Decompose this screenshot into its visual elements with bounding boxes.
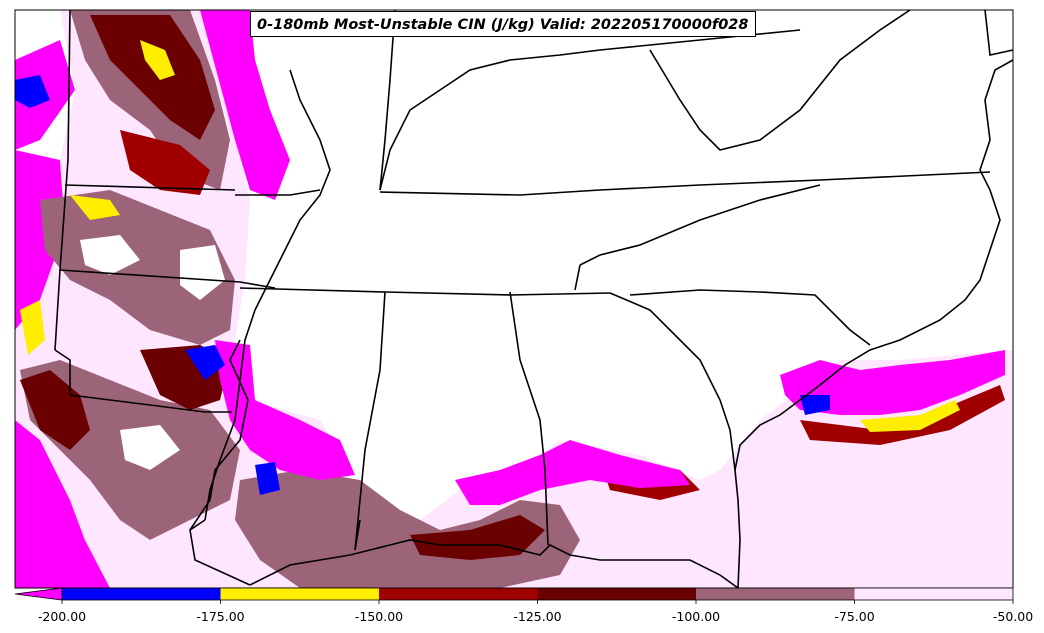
border-tn-nc	[574, 264, 581, 291]
colorbar-bin-3	[537, 588, 696, 600]
cin-region-blue-3	[800, 395, 830, 415]
cin-region-carolina-magenta	[780, 350, 1005, 415]
border-kansas-oklahoma	[59, 269, 241, 283]
cin-region-darkred-1	[90, 15, 215, 140]
border-kentucky-tennessee	[379, 171, 991, 196]
cin-region-white-hole-3	[120, 425, 180, 470]
colorbar-tick-label: -75.00	[834, 609, 875, 624]
colorbar-bin-1	[220, 588, 379, 600]
cin-region-darkred-2	[20, 370, 90, 450]
border-missouri-arkansas	[239, 281, 276, 289]
border-mississippi-alabama	[354, 291, 386, 551]
colorbar-tick-label: -200.00	[37, 609, 87, 624]
colorbar-tick-label: -175.00	[196, 609, 245, 624]
cin-region-red-1	[120, 130, 210, 195]
coastline-atlantic	[734, 59, 1014, 589]
cin-region-west-magenta-lower	[15, 150, 65, 330]
cin-region-white-hole-1	[80, 235, 140, 275]
colorbar-under-extension	[14, 587, 63, 601]
colorbar-tick-label: -150.00	[354, 609, 404, 624]
colorbar-tick-label: -100.00	[671, 609, 721, 624]
cin-shading	[15, 10, 1013, 588]
border-mississippi-louisiana	[354, 519, 361, 551]
border-nc-virginia	[579, 184, 821, 266]
border-indiana-illinois	[379, 9, 396, 191]
cin-region-top-magenta	[200, 10, 290, 200]
border-nebraska-kansas	[64, 184, 236, 191]
border-ohio-river	[379, 29, 801, 191]
colorbar	[14, 587, 1014, 604]
border-west-vertical	[54, 9, 71, 351]
cin-region-white-hole-2	[180, 245, 225, 300]
cin-region-south-mauve	[235, 470, 580, 588]
border-louisiana	[189, 519, 251, 586]
mississippi-river	[204, 69, 331, 521]
cin-region-yellow-1	[140, 40, 175, 80]
border-texas-panhandle	[54, 349, 71, 395]
colorbar-tick-label: -125.00	[513, 609, 562, 624]
cin-region-yellow-3	[70, 195, 120, 220]
cin-region-red-3	[800, 385, 1005, 445]
cin-region-yellow-2	[20, 300, 45, 355]
border-virginia-wv	[649, 9, 911, 151]
cin-region-west-mauve-2	[40, 190, 235, 345]
border-alabama-georgia	[509, 291, 549, 546]
border-tennessee-south	[384, 291, 611, 296]
map-title: 0-180mb Most-Unstable CIN (J/kg) Valid: …	[250, 11, 756, 37]
map-boundaries	[54, 9, 1014, 589]
border-arkansas-north	[239, 287, 386, 293]
colorbar-bin-0	[62, 588, 221, 600]
colorbar-bin-5	[854, 588, 1013, 600]
cin-region-sw-magenta	[15, 420, 110, 588]
cin-region-blue-2	[185, 345, 225, 380]
colorbar-tick-label: -50.00	[992, 609, 1034, 624]
border-georgia-sc	[609, 292, 736, 471]
cin-region-gulf-magenta	[455, 440, 690, 505]
colorbar-bin-2	[379, 588, 538, 600]
cin-region-darkred-3	[410, 515, 545, 560]
cin-region-blue-1	[15, 75, 50, 108]
cin-region-yellow-4	[860, 400, 960, 432]
border-nc-sc	[629, 289, 871, 346]
cin-region-mississippi-magenta	[215, 340, 355, 480]
border-texas-louisiana	[189, 339, 249, 531]
colorbar-bin-4	[696, 588, 855, 600]
cin-region-blue-4	[255, 462, 280, 495]
border-delaware	[984, 9, 1014, 56]
border-missouri-iowa	[235, 189, 321, 196]
border-red-river	[69, 394, 232, 413]
coastline-gulf	[249, 539, 739, 589]
